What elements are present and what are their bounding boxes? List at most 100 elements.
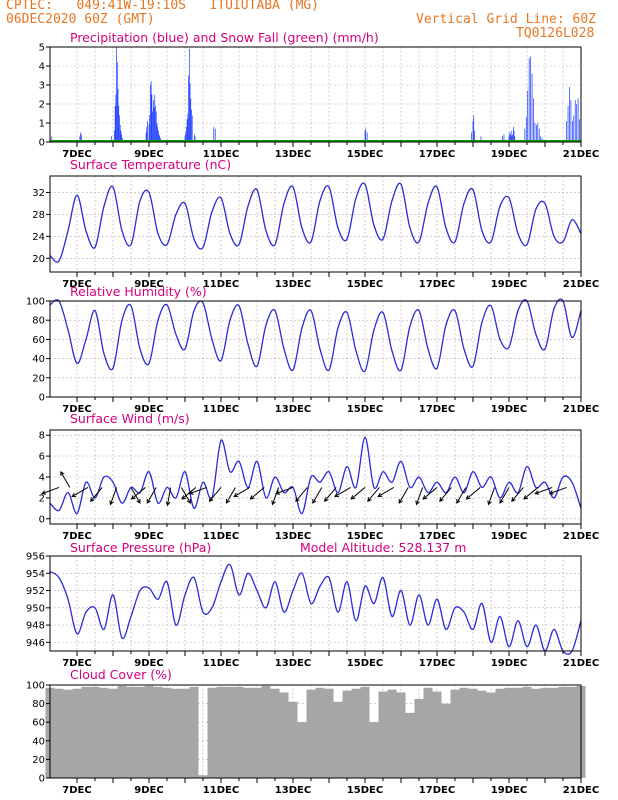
data-point xyxy=(364,183,366,185)
data-point xyxy=(508,197,510,199)
panel-frame xyxy=(49,300,582,398)
precip-bar xyxy=(531,73,533,142)
data-point xyxy=(283,348,285,350)
data-point xyxy=(112,367,114,369)
data-point xyxy=(346,581,348,583)
precip-bar xyxy=(471,132,472,142)
data-point xyxy=(274,476,276,478)
data-point xyxy=(103,476,105,478)
cloud-bar xyxy=(234,686,244,778)
precip-bar xyxy=(158,134,160,142)
wind-arrow xyxy=(146,487,157,504)
cloud-bar xyxy=(324,688,334,778)
cloud-bar xyxy=(486,692,496,778)
data-point xyxy=(463,611,465,613)
wind-arrow-head xyxy=(233,492,239,497)
data-point xyxy=(481,602,483,605)
x-tick-label: 9DEC xyxy=(134,404,163,415)
data-point xyxy=(58,260,60,262)
y-tick-label: 956 xyxy=(26,552,45,563)
data-point xyxy=(265,230,267,232)
cloud-bar xyxy=(360,686,370,778)
data-point xyxy=(499,615,501,618)
wind-arrow xyxy=(422,487,438,500)
x-tick-label: 11DEC xyxy=(203,279,239,290)
cloud-bar xyxy=(567,686,577,778)
data-point xyxy=(94,497,96,499)
data-point xyxy=(283,492,285,494)
x-tick-label: 17DEC xyxy=(419,149,455,160)
x-tick-label: 9DEC xyxy=(134,531,163,542)
x-tick-label: 11DEC xyxy=(203,149,239,160)
cloud-bar xyxy=(225,686,235,778)
precip-bar xyxy=(502,136,503,142)
wind-arrow xyxy=(487,487,496,506)
cloud-bar xyxy=(108,688,118,778)
cloud-bar xyxy=(549,687,559,778)
y-tick-label: 40 xyxy=(32,736,45,747)
data-point xyxy=(535,486,537,489)
precip-bar xyxy=(114,130,115,142)
wind-arrow-head xyxy=(271,500,276,506)
data-point xyxy=(166,486,168,489)
precip-bar xyxy=(189,83,191,142)
data-point xyxy=(193,238,195,240)
data-point xyxy=(490,241,492,243)
cloud-bar xyxy=(558,686,568,778)
cloud-bar xyxy=(180,688,190,778)
data-point xyxy=(517,233,519,235)
y-tick-label: 954 xyxy=(26,569,45,580)
cloud-bar xyxy=(135,686,145,778)
data-point xyxy=(391,350,393,352)
data-point xyxy=(454,310,456,312)
precip-bar xyxy=(80,134,82,142)
data-point xyxy=(130,615,132,618)
precip-bar xyxy=(158,130,159,142)
data-point xyxy=(409,624,411,626)
data-point xyxy=(247,572,249,574)
data-point xyxy=(463,348,465,350)
wind-arrow-shaft xyxy=(334,487,351,497)
data-point xyxy=(391,481,393,483)
precip-bar xyxy=(51,136,53,142)
precip-bar xyxy=(118,105,120,142)
wind-arrow xyxy=(439,487,452,503)
data-point xyxy=(265,324,267,326)
precip-bar xyxy=(577,98,579,142)
y-tick-label: 2 xyxy=(39,100,45,111)
data-point xyxy=(391,200,393,202)
x-tick-label: 21DEC xyxy=(563,785,599,796)
wind-arrow-head xyxy=(71,492,77,497)
x-tick-label: 15DEC xyxy=(347,404,383,415)
data-point xyxy=(481,321,483,323)
cloud-bar xyxy=(54,688,64,778)
data-point xyxy=(58,576,60,579)
wind-arrow-shaft xyxy=(60,471,71,488)
x-tick-label: 15DEC xyxy=(347,658,383,669)
wind-arrow xyxy=(249,487,265,500)
precip-bar xyxy=(116,62,118,143)
data-point xyxy=(247,343,249,345)
data-point xyxy=(310,476,312,478)
wind-arrow-shaft xyxy=(146,487,157,504)
wind-arrow-head xyxy=(89,497,95,503)
precip-bar xyxy=(187,113,189,142)
wind-arrow-shaft xyxy=(109,487,118,505)
data-point xyxy=(184,471,186,473)
data-point xyxy=(319,481,321,483)
wind-arrow xyxy=(511,487,524,503)
precip-bar xyxy=(150,81,152,142)
precip-bar xyxy=(569,86,570,142)
data-point xyxy=(382,311,384,314)
cloud-bar xyxy=(369,722,379,778)
data-point xyxy=(265,497,267,499)
x-tick-label: 9DEC xyxy=(134,149,163,160)
data-point xyxy=(202,246,204,248)
data-point xyxy=(85,611,87,613)
precip-bar xyxy=(154,94,156,142)
panel-2: 0 20 40 60 80 100 7DEC 9DEC 11DEC 13DEC 15DEC 17DEC… xyxy=(26,284,599,415)
data-point xyxy=(202,611,204,613)
data-point xyxy=(310,602,312,605)
data-point xyxy=(544,481,546,483)
